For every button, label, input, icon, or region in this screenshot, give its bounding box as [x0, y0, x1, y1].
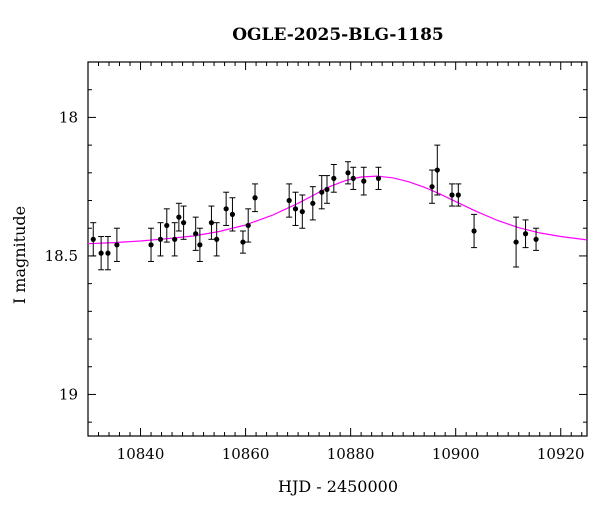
data-point [434, 167, 440, 173]
data-point [449, 192, 455, 198]
data-point [148, 242, 154, 248]
data-point [522, 231, 529, 237]
plot-frame [87, 61, 588, 437]
data-point [229, 211, 236, 217]
data-point [180, 220, 187, 226]
data-point [513, 239, 519, 245]
plot-area: 10840 10860 10880 10900 10920 18 18.5 19 [45, 61, 588, 463]
x-tick-label: 10860 [222, 445, 270, 463]
data-point [157, 236, 164, 242]
y-tick-label: 18.5 [45, 247, 78, 265]
data-point [429, 184, 435, 190]
data-point [240, 239, 246, 245]
data-point [319, 189, 325, 195]
data-point [471, 228, 477, 234]
model-curve [87, 175, 588, 245]
data-point [455, 192, 461, 198]
chart-title: OGLE-2025-BLG-1185 [232, 25, 444, 45]
x-tick-label: 10880 [327, 445, 375, 463]
data-point [292, 206, 299, 212]
y-tick-label: 19 [59, 385, 78, 403]
x-tick-label: 10840 [117, 445, 165, 463]
data-point [164, 222, 170, 229]
data-point [350, 175, 356, 181]
x-tick-label: 10900 [432, 445, 480, 463]
x-tick-label: 10920 [537, 445, 585, 463]
data-point [114, 242, 120, 248]
data-point [98, 250, 104, 256]
data-point [299, 209, 305, 215]
data-point [533, 236, 539, 242]
data-point [90, 236, 96, 242]
data-point [345, 170, 351, 176]
y-tick-label: 18 [59, 108, 78, 126]
data-point [331, 175, 337, 181]
data-point [375, 175, 382, 181]
data-point [193, 231, 199, 237]
data-point [223, 206, 229, 212]
data-point [208, 220, 215, 226]
data-point [310, 200, 316, 206]
data-point [197, 242, 203, 248]
data-point [105, 250, 111, 256]
y-axis-label: I magnitude [10, 206, 29, 304]
data-point [245, 222, 251, 229]
data-point [176, 214, 182, 220]
data-point [324, 186, 330, 193]
data-point [214, 236, 220, 242]
data-point [361, 178, 367, 184]
data-point [252, 195, 258, 201]
data-point [172, 236, 178, 242]
data-point [286, 197, 292, 204]
x-axis-label: HJD - 2450000 [278, 477, 398, 496]
